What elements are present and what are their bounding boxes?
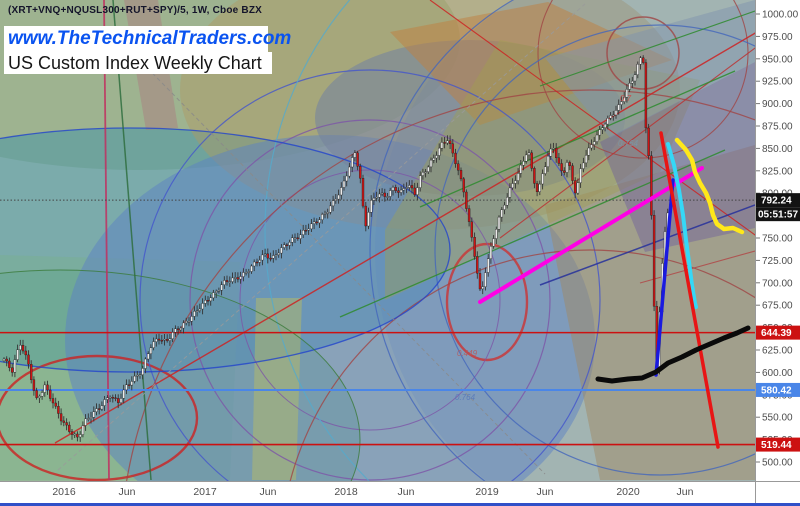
x-axis-label: Jun [398,486,415,498]
bottom-edge-bar [0,503,800,506]
last-price-label: 792.24 [761,196,792,207]
x-axis-label: 2020 [616,486,640,498]
gann-fan-lines [54,0,755,481]
svg-text:0.7: 0.7 [620,94,632,103]
x-axis-label: Jun [537,486,554,498]
y-axis-label: 625.00 [762,346,793,357]
x-axis-label: Jun [260,486,277,498]
black-support-curve [595,325,751,384]
y-axis-label: 600.00 [762,368,793,379]
y-axis-label: 500.00 [762,458,793,469]
y-axis-label: 725.00 [762,256,793,267]
price-axis[interactable]: 1000.00 975.00 950.00 925.00 900.00 875.00 850… [755,0,800,506]
level-price-label: 644.39 [761,328,792,339]
x-axis-label: 2016 [52,486,76,498]
website-watermark: www.TheTechnicalTraders.com [8,28,292,49]
x-axis-label: Jun [677,486,694,498]
chart-title-box: US Custom Index Weekly Chart [4,52,272,74]
y-axis-label: 675.00 [762,301,793,312]
level-price-label: 580.42 [761,385,792,396]
y-axis-label: 825.00 [762,166,793,177]
y-axis-label: 975.00 [762,32,793,43]
x-axis-label: Jun [119,486,136,498]
trendline-drawings[interactable] [478,131,751,449]
y-axis-label: 750.00 [762,234,793,245]
y-axis-label: 925.00 [762,77,793,88]
y-axis-label: 950.00 [762,54,793,65]
svg-text:0.764: 0.764 [455,393,476,402]
page-title: US Custom Index Weekly Chart [8,52,262,73]
y-axis-label: 850.00 [762,144,793,155]
magenta-trendline [478,166,704,304]
x-axis-label: 2019 [475,486,499,498]
y-axis-label: 550.00 [762,413,793,424]
watermark-logo-box: www.TheTechnicalTraders.com [4,26,291,52]
cyan-decline-line [666,142,698,309]
y-axis-label: 875.00 [762,122,793,133]
red-projection-line [659,131,720,449]
y-axis-label: 700.00 [762,278,793,289]
x-axis-label: 2017 [193,486,217,498]
bar-countdown: 05:51:57 [758,210,798,221]
blue-rally-line [654,178,675,377]
svg-text:0.449: 0.449 [457,349,478,358]
fib-labels: 0.7 0.764 0.449 0.764 [455,94,639,402]
y-axis-label: 900.00 [762,99,793,110]
time-axis[interactable]: 2016 Jun 2017 Jun 2018 Jun 2019 Jun 2020 Jun [0,481,800,506]
yellow-decline-line [674,137,745,235]
level-price-label: 519.44 [761,440,792,451]
x-axis-label: 2018 [334,486,358,498]
svg-text:0.764: 0.764 [618,139,639,148]
symbol-legend[interactable]: (XRT+VNQ+NQUSL300+RUT+SPY)/5, 1W, Cboe B… [8,5,263,16]
y-axis-label: 1000.00 [762,10,799,21]
